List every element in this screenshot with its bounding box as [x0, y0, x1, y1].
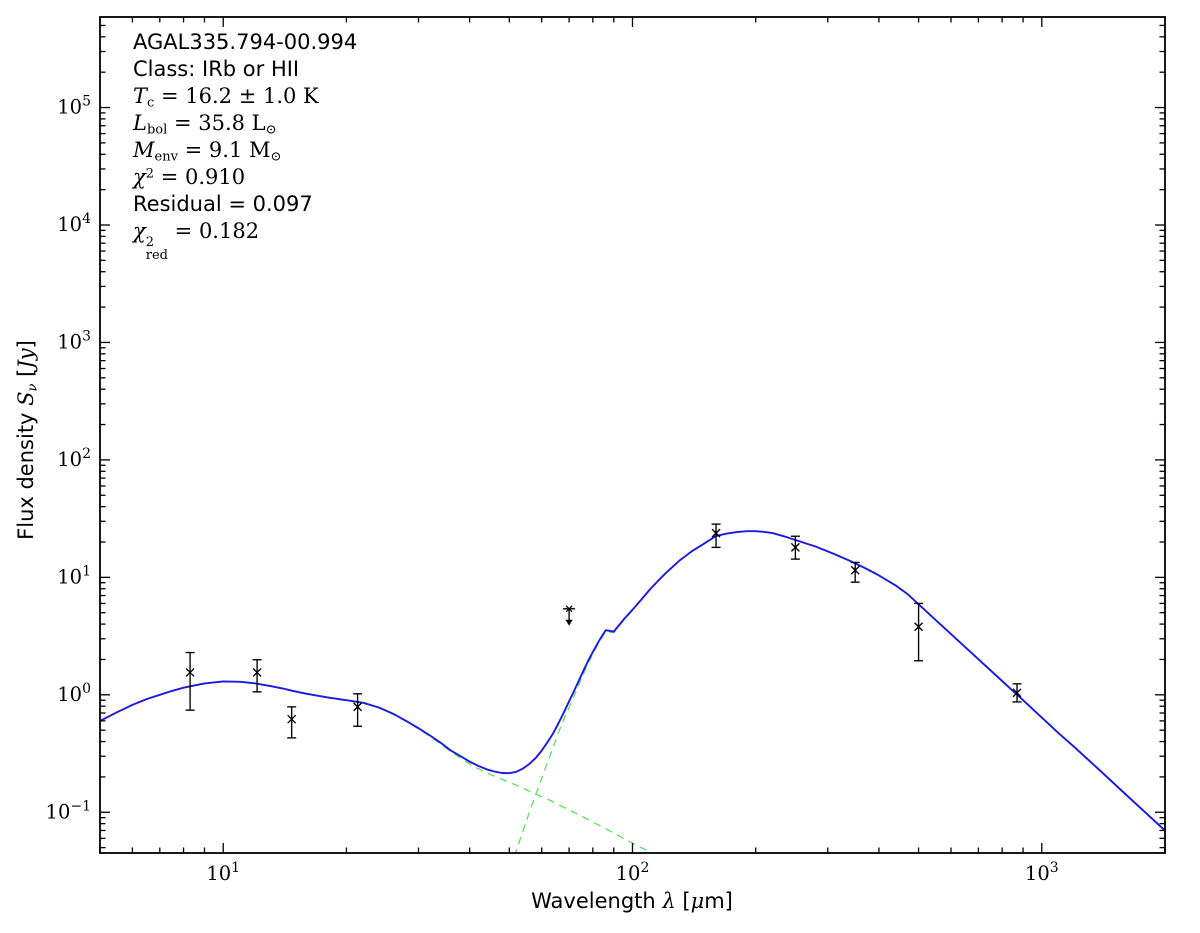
text-segment: [: [14, 368, 38, 384]
text-segment: χ: [133, 165, 146, 189]
y-axis-label: Flux density Sν [Jy]: [14, 290, 42, 590]
cold-component-fit-curve: [514, 530, 1165, 853]
x-marker: [287, 714, 297, 724]
text-segment: Wavelength: [531, 889, 663, 913]
text-segment: = 9.1 M: [177, 138, 271, 162]
x-marker: [252, 667, 262, 677]
text-segment: bol: [146, 122, 168, 138]
warm-component-fit-curve: [100, 680, 655, 853]
text-segment: Flux density: [14, 405, 38, 540]
annotation-line-5: χ2 = 0.910: [133, 165, 357, 192]
y-tick-label: 103: [57, 328, 91, 353]
text-segment: Jy: [14, 348, 38, 369]
x-axis-label: Wavelength λ [μm]: [432, 889, 832, 913]
text-segment: M: [133, 138, 155, 162]
data-point: [850, 561, 860, 583]
x-tick-label: 102: [616, 860, 650, 885]
annotation-line-6: Residual = 0.097: [133, 192, 357, 219]
tick-labels: 101 102 103 10−1 100 101 102 103 104 105: [46, 94, 1059, 885]
down-arrow-icon: [565, 619, 573, 626]
data-point: [790, 535, 800, 560]
text-segment: T: [133, 84, 148, 108]
y-tick-label: 101: [57, 563, 91, 588]
text-segment: [: [675, 889, 691, 913]
text-segment: = 16.2 ± 1.0 K: [154, 84, 319, 108]
text-segment: ν: [25, 383, 41, 392]
text-segment: 2: [145, 166, 155, 182]
y-tick-label: 105: [57, 94, 91, 119]
upper-limit-marker: [563, 605, 576, 626]
data-point: [711, 523, 721, 549]
annotation-line-3: Lbol = 35.8 L⊙: [133, 111, 357, 138]
y-tick-label: 102: [57, 446, 91, 471]
fit-curves: [100, 530, 1165, 853]
text-segment: L: [133, 111, 147, 135]
annotation-line-1: Class: IRb or HII: [133, 57, 357, 84]
data-point: [914, 602, 924, 662]
text-segment: χ: [133, 219, 146, 243]
x-tick-label: 103: [1025, 860, 1059, 885]
axis-ticks: [99, 17, 1166, 853]
text-segment: ⊙: [265, 122, 277, 138]
text-segment: = 0.182: [168, 219, 260, 243]
data-point: [252, 659, 262, 693]
x-marker: [1012, 688, 1022, 698]
text-segment: λ: [662, 889, 676, 913]
text-segment: Residual = 0.097: [133, 192, 313, 216]
x-marker: [353, 702, 363, 712]
x-marker: [850, 565, 860, 575]
text-segment: m]: [704, 889, 733, 913]
text-segment: Class: IRb or HII: [133, 57, 300, 81]
x-marker: [185, 667, 195, 677]
sub-sup-stack: 2 red: [145, 235, 168, 264]
text-segment: ⊙: [270, 149, 282, 165]
text-segment: μ: [690, 889, 705, 913]
data-points: [185, 523, 1022, 739]
text-segment: S: [14, 391, 38, 406]
text-segment: = 35.8 L: [167, 111, 266, 135]
annotation-line-4: Menv = 9.1 M⊙: [133, 138, 357, 165]
text-segment: c: [147, 95, 155, 111]
data-point: [185, 651, 195, 711]
total-fit-curve: [100, 530, 1165, 832]
text-segment: ]: [14, 340, 38, 349]
annotation-line-7: χ 2 red = 0.182: [133, 219, 357, 263]
data-point: [353, 693, 363, 727]
annotation-line-2: Tc = 16.2 ± 1.0 K: [133, 84, 357, 111]
x-marker: [711, 528, 721, 538]
data-point: [287, 706, 297, 739]
x-marker: [914, 622, 924, 632]
text-segment: env: [154, 149, 178, 165]
data-point: [1012, 683, 1022, 703]
y-tick-label: 100: [57, 681, 91, 706]
annotation-block: AGAL335.794-00.994 Class: IRb or HII Tc = …: [133, 30, 357, 263]
text-segment: AGAL335.794-00.994: [133, 30, 358, 54]
y-tick-label: 10−1: [46, 798, 91, 823]
plot-frame: [99, 16, 1166, 854]
y-tick-label: 104: [57, 211, 91, 236]
annotation-line-0: AGAL335.794-00.994: [133, 30, 357, 57]
x-tick-label: 101: [206, 860, 240, 885]
text-segment: = 0.910: [154, 165, 246, 189]
x-marker: [790, 542, 800, 552]
